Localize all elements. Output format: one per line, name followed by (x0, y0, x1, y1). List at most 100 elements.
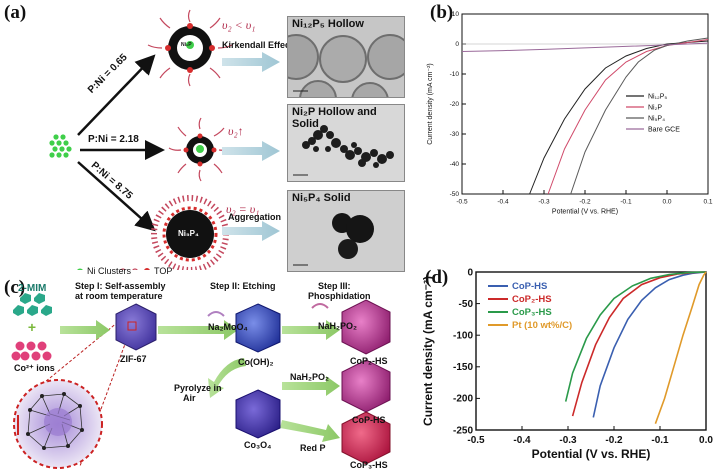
arrow-pyrolyze (208, 358, 246, 398)
arrow-up (77, 54, 156, 136)
cop-particle (341, 359, 391, 413)
panel-d-label: (d) (425, 267, 449, 288)
panel-c-diagram: + (11, 293, 391, 469)
coho2-particle (235, 303, 281, 353)
rate-label-2: υ₂↑ (228, 124, 244, 138)
ni-clusters-icon (49, 134, 72, 158)
co-ions-label: Co²⁺ ions (14, 363, 55, 373)
arrow-blue-2 (222, 141, 280, 161)
chart-d: -0.5 -0.4 -0.3 -0.2 -0.1 0.0 -250 -200 -150 -100 -… (421, 267, 713, 461)
y-tick-label: -10 (450, 71, 460, 78)
co3o4-label: Co₃O₄ (244, 440, 272, 450)
rate-label-1: υ₂ < υ₁ (222, 18, 256, 32)
legend-label-2: CoP₂-HS (512, 294, 552, 305)
x-axis-label: Potential (V vs. RHE) (552, 209, 618, 216)
legend-label-3: CoP₃-HS (512, 307, 552, 318)
arrow-step3a (282, 320, 340, 340)
x-tick-label: -0.2 (579, 199, 591, 206)
phos-curve-icon (311, 303, 329, 309)
nah2po2-label-1: NaH₂PO₂ (318, 321, 358, 331)
x-axis-label: Potential (V vs. RHE) (532, 447, 651, 461)
arrow-step2 (158, 320, 238, 340)
plus-icon: + (28, 319, 36, 335)
series-line-3 (570, 37, 709, 195)
y-axis-label: Current density (mA cm⁻²) (421, 276, 435, 426)
y-tick-label: -30 (450, 131, 460, 138)
legend-top-dot (144, 268, 150, 270)
chart-b: -0.5 -0.4 -0.3 -0.2 -0.1 0.0 0.1 -50 -40 -30 -20 -1… (427, 11, 713, 216)
redp-label: Red P (300, 443, 326, 453)
aggregation-label: Aggregation (228, 212, 281, 222)
y-tick-label: -250 (453, 425, 473, 436)
x-tick-label: -0.1 (620, 199, 632, 206)
legend-label-1: Ni₁₂P₅ (648, 93, 667, 100)
series-line-4 (654, 271, 707, 424)
arrow-blue-3 (222, 221, 280, 241)
y-tick-label: 0 (467, 267, 473, 278)
step3b-label: Phosphidation (308, 291, 371, 301)
cophs-label: CoP-HS (352, 415, 386, 425)
na2moo4-label: Na₂MoO₄ (208, 322, 248, 332)
y-tick-label: -40 (450, 161, 460, 168)
x-tick-label: -0.5 (467, 435, 485, 446)
pyrolyze-label: Pyrolyze in (174, 383, 222, 393)
arrow-down (77, 161, 156, 232)
x-tick-label: 0.0 (662, 199, 671, 206)
panel-a-diagram (49, 9, 280, 270)
ratio-label-2: P:Ni = 2.18 (88, 134, 139, 145)
zif-unit-cell (13, 379, 103, 469)
micrograph-solid: Ni₅P₄ Solid (287, 190, 405, 272)
core-label-3: Ni₅P₄ (178, 229, 199, 238)
plot-frame (475, 271, 707, 431)
legend-top-wave (120, 268, 138, 270)
zif67-label: ZIF-67 (120, 354, 147, 364)
panel-c-label: (c) (4, 277, 26, 298)
y-tick-label: -100 (453, 331, 473, 342)
particle-hollow (147, 9, 233, 87)
panel-b-label: (b) (430, 2, 454, 23)
x-tick-label: -0.5 (456, 199, 468, 206)
step1b-label: at room temperature (75, 291, 163, 301)
mim-label: 2-MIM (18, 283, 47, 294)
legend-label-3: Ni₅P₄ (648, 115, 665, 122)
cop3hs-label: CoP₃-HS (350, 460, 388, 470)
y-tick-label: -50 (459, 299, 474, 310)
x-tick-label: -0.3 (559, 435, 577, 446)
x-tick-label: -0.2 (605, 435, 623, 446)
cop2-particle (341, 299, 391, 355)
x-tick-label: -0.4 (497, 199, 509, 206)
core-label-1: Ni₂P (181, 42, 192, 48)
series-line-4 (461, 42, 709, 52)
y-axis-label: Current density (mA cm⁻²) (427, 63, 434, 145)
x-tick-label: -0.4 (513, 435, 531, 446)
legend-ni-dot (77, 268, 83, 270)
zif-zoom-box (127, 321, 137, 331)
cop2hs-label: CoP₂-HS (350, 356, 388, 366)
legend-ni-clusters: Ni Clusters (87, 266, 132, 276)
series-line-2 (547, 39, 709, 195)
panel-a-label: (a) (4, 2, 27, 23)
arrow-step3c (280, 420, 340, 442)
x-tick-label: -0.3 (538, 199, 550, 206)
y-tick-label: -150 (453, 362, 473, 373)
kirkendall-label: Kirkendall Effect (222, 40, 294, 50)
arrow-step1 (60, 320, 110, 340)
step1-label: Step I: Self-assembly (75, 281, 166, 291)
particle-mixed (168, 117, 232, 182)
x-tick-label: -0.1 (651, 435, 669, 446)
co3o4-particle (235, 389, 281, 439)
plot-frame (461, 13, 709, 195)
arrow-step3b (282, 376, 340, 396)
y-tick-label: -200 (453, 394, 473, 405)
mim-molecules-icon (13, 293, 52, 316)
coho2-label: Co(OH)₂ (238, 357, 274, 367)
series-line-2 (571, 271, 707, 417)
legend-label-4: Bare GCE (648, 126, 680, 133)
x-tick-label: 0.0 (699, 435, 713, 446)
series-line-3 (564, 271, 707, 402)
etch-curve-icon (207, 311, 225, 317)
legend-label-4: Pt (10 wt%/C) (512, 320, 572, 331)
cop3-particle (341, 411, 391, 465)
y-tick-label: 0 (455, 41, 459, 48)
x-tick-label: 0.1 (703, 199, 712, 206)
